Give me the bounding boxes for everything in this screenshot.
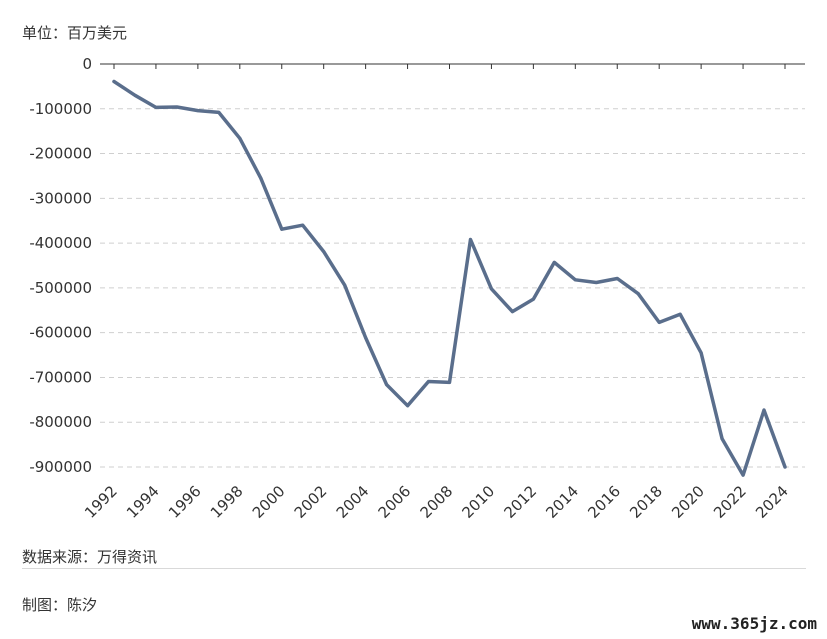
x-tick-label: 1996 — [165, 482, 205, 522]
data-point — [552, 260, 556, 264]
data-point — [573, 278, 577, 282]
data-point — [510, 310, 514, 314]
y-tick-label: -300000 — [29, 189, 92, 207]
x-tick-label: 1998 — [207, 482, 247, 522]
x-tick-label: 1994 — [123, 482, 163, 522]
watermark: www.365jz.com — [691, 614, 817, 633]
x-tick-label: 2002 — [291, 482, 331, 522]
data-point — [448, 380, 451, 384]
x-tick-label: 2008 — [417, 482, 457, 522]
data-point — [762, 408, 766, 412]
x-tick-label: 2014 — [542, 482, 582, 522]
data-point — [406, 404, 410, 408]
divider — [22, 568, 806, 569]
data-point — [615, 276, 619, 280]
y-tick-label: -700000 — [29, 368, 92, 386]
x-tick-label: 1992 — [81, 482, 121, 522]
x-tick-label: 2018 — [626, 482, 666, 522]
data-point — [741, 473, 745, 477]
y-tick-label: -500000 — [29, 279, 92, 297]
series-line — [112, 79, 787, 477]
series-layer — [112, 79, 787, 477]
y-tick-label: -200000 — [29, 145, 92, 163]
x-tick-label: 2000 — [249, 482, 289, 522]
x-tick-label: 2020 — [668, 482, 708, 522]
y-tick-label: 0 — [82, 55, 92, 73]
data-point — [301, 223, 305, 227]
y-tick-label: -600000 — [29, 324, 92, 342]
source-label: 数据来源：万得资讯 — [22, 548, 158, 566]
data-point — [678, 312, 682, 316]
line-chart: 0 -100000 -200000 -300000 -400000 -500000 -600… — [29, 55, 805, 522]
unit-label: 单位：百万美元 — [22, 24, 128, 42]
data-point — [699, 351, 703, 355]
data-point — [657, 320, 661, 324]
x-tick-label: 2010 — [459, 482, 499, 522]
data-point — [112, 79, 116, 83]
data-point — [196, 109, 200, 113]
data-point — [343, 283, 347, 287]
x-tick-label: 2024 — [752, 482, 792, 522]
y-axis: 0 -100000 -200000 -300000 -400000 -500000 -600… — [29, 55, 92, 476]
data-point — [322, 250, 326, 254]
grid-lines — [100, 63, 805, 468]
data-point — [217, 110, 221, 114]
data-point — [385, 383, 389, 387]
x-tick-label: 2016 — [584, 482, 624, 522]
x-tick-label: 2004 — [333, 482, 373, 522]
data-point — [720, 437, 724, 441]
data-point — [489, 287, 493, 291]
x-axis: 1992 1994 1996 1998 2000 2002 2004 2006 2008 2010… — [81, 64, 792, 522]
data-point — [636, 292, 640, 296]
data-point — [531, 297, 535, 301]
y-tick-label: -800000 — [29, 413, 92, 431]
data-point — [427, 379, 431, 383]
author-label: 制图：陈汐 — [22, 596, 98, 614]
y-tick-label: -400000 — [29, 234, 92, 252]
x-tick-label: 2006 — [375, 482, 415, 522]
x-tick-label: 2022 — [710, 482, 750, 522]
data-point — [280, 227, 284, 231]
data-point — [175, 105, 179, 109]
data-point — [259, 176, 263, 180]
y-tick-label: -100000 — [29, 100, 92, 118]
data-point — [238, 136, 242, 140]
x-tick-label: 2012 — [500, 482, 540, 522]
data-point — [133, 93, 137, 97]
data-point — [468, 238, 472, 242]
data-point — [594, 281, 598, 285]
data-point — [783, 465, 787, 469]
data-point — [364, 336, 368, 340]
y-tick-label: -900000 — [29, 458, 92, 476]
data-point — [154, 105, 158, 109]
